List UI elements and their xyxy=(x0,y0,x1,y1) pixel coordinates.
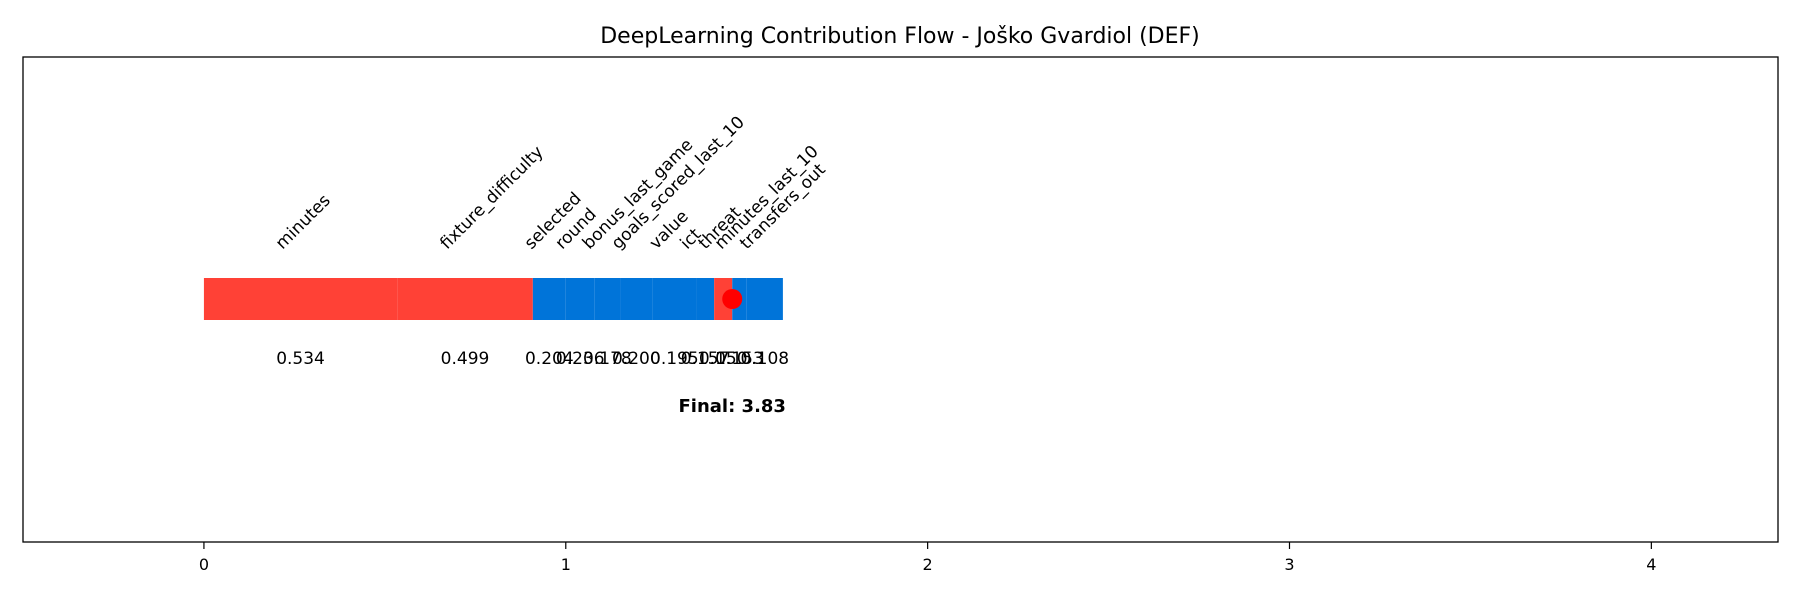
value-label: 0.150 xyxy=(699,349,748,369)
chart-title: DeepLearning Contribution Flow - Joško G… xyxy=(600,24,1200,49)
value-label: 0.157 xyxy=(681,349,730,369)
value-label: 0.200 xyxy=(612,349,661,369)
contribution-bar-round xyxy=(565,278,595,320)
contribution-bar-bonus_last_game xyxy=(594,278,621,320)
value-label: 0.534 xyxy=(276,349,325,369)
feature-label: minutes xyxy=(272,191,335,254)
x-tick-label: 2 xyxy=(923,555,933,574)
value-label: 0.236 xyxy=(556,349,605,369)
value-label: 0.204 xyxy=(525,349,574,369)
final-label: Final: 3.83 xyxy=(678,396,785,417)
contribution-bars xyxy=(203,278,783,320)
x-axis: 0 1 2 3 4 xyxy=(199,542,1656,574)
contribution-bar-goals_scored_last_10 xyxy=(620,278,653,320)
value-label: 0.153 xyxy=(715,349,764,369)
value-label: 0.178 xyxy=(583,349,632,369)
contribution-bar-minutes xyxy=(203,278,398,320)
x-tick-label: 1 xyxy=(561,555,571,574)
contribution-bar-selected xyxy=(532,278,566,320)
value-label: 0.499 xyxy=(441,349,490,369)
value-labels: 0.534 0.499 0.2040.2360.1780.2000.1950.157… xyxy=(276,349,789,369)
contribution-bar-ict xyxy=(696,278,715,320)
final-marker xyxy=(722,289,743,309)
contribution-bar-transfers_out xyxy=(746,278,783,320)
feature-labels: minutes fixture_difficultyselectedroundbo… xyxy=(272,112,830,253)
x-tick-label: 0 xyxy=(199,555,209,574)
contribution-bar-value xyxy=(652,278,697,320)
value-label: 0.108 xyxy=(740,349,789,369)
x-tick-label: 3 xyxy=(1284,555,1294,574)
plot-area xyxy=(22,56,1779,543)
contribution-bar-fixture_difficulty xyxy=(397,278,533,320)
x-tick-label: 4 xyxy=(1646,555,1656,574)
value-label: 0.195 xyxy=(650,349,699,369)
